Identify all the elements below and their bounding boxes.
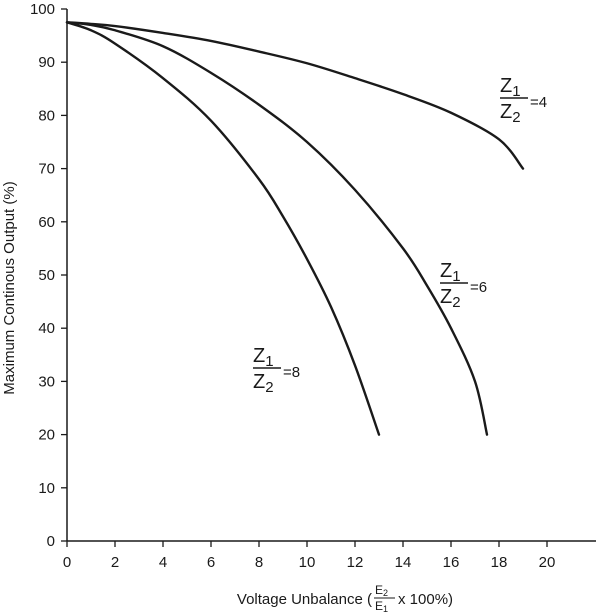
ratio-value: =4 bbox=[530, 94, 547, 111]
y-tick-label: 70 bbox=[38, 161, 55, 178]
ratio-denominator: Z2 bbox=[253, 371, 274, 396]
ratio-value: =6 bbox=[470, 279, 487, 296]
x-tick-label: 0 bbox=[63, 554, 71, 571]
ratio-denominator: Z2 bbox=[440, 286, 461, 311]
y-tick-label: 100 bbox=[30, 1, 55, 18]
series-lines bbox=[65, 21, 525, 436]
ratio-numerator: Z1 bbox=[253, 345, 274, 370]
x-tick-label: 2 bbox=[111, 554, 119, 571]
y-tick-label: 60 bbox=[38, 214, 55, 231]
y-tick-label: 80 bbox=[38, 107, 55, 124]
ratio-numerator: Z1 bbox=[500, 75, 521, 100]
y-tick-label: 20 bbox=[38, 427, 55, 444]
y-tick-label: 90 bbox=[38, 54, 55, 71]
series-line-1 bbox=[65, 21, 525, 170]
y-tick-label: 50 bbox=[38, 267, 55, 284]
x-tick-label: 18 bbox=[491, 554, 508, 571]
x-axis-frac-num: E2 bbox=[375, 583, 388, 598]
ratio-value: =8 bbox=[283, 364, 300, 381]
x-tick-label: 20 bbox=[539, 554, 556, 571]
x-axis-frac-den: E1 bbox=[375, 599, 388, 614]
x-axis-title-prefix: Voltage Unbalance ( bbox=[237, 591, 372, 608]
ratio-numerator: Z1 bbox=[440, 260, 461, 285]
x-tick-label: 10 bbox=[299, 554, 316, 571]
x-tick-label: 16 bbox=[443, 554, 460, 571]
y-tick-label: 40 bbox=[38, 320, 55, 337]
y-tick-label: 0 bbox=[47, 533, 55, 550]
x-axis-title: Voltage Unbalance ( E2 E1 x 100%) bbox=[237, 583, 453, 614]
ticks: 0 10 20 30 40 50 60 70 80 90 100 0 2 4 6 8 10 12 14 16 18 20 bbox=[30, 1, 555, 571]
x-tick-label: 8 bbox=[255, 554, 263, 571]
x-axis-title-suffix: x 100%) bbox=[398, 591, 453, 608]
x-tick-label: 14 bbox=[395, 554, 412, 571]
y-tick-label: 30 bbox=[38, 373, 55, 390]
x-tick-label: 4 bbox=[159, 554, 167, 571]
ratio-denominator: Z2 bbox=[500, 101, 521, 126]
series-line-2 bbox=[65, 21, 489, 436]
series-line-3 bbox=[65, 21, 381, 436]
x-tick-label: 6 bbox=[207, 554, 215, 571]
x-tick-label: 12 bbox=[347, 554, 364, 571]
y-axis-title: Maximum Continous Output (%) bbox=[1, 181, 18, 394]
y-tick-label: 10 bbox=[38, 480, 55, 497]
